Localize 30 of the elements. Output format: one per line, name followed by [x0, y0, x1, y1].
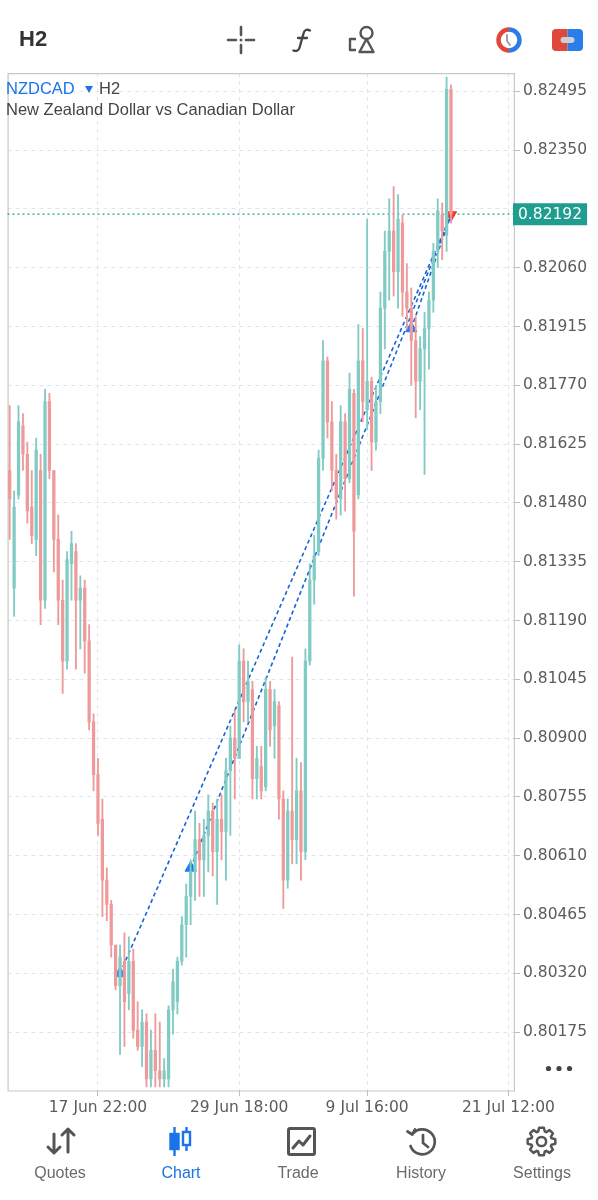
y-tick-label: 0.82495 [523, 81, 588, 100]
y-tick-label: 0.81480 [523, 492, 588, 511]
y-tick-label: 0.80320 [523, 963, 588, 982]
text: History [396, 1164, 446, 1182]
y-tick-label: 0.80465 [523, 904, 588, 923]
text: Trade [277, 1164, 319, 1182]
y-tick-label: 0.81045 [523, 669, 588, 688]
y-tick-label: 0.80175 [523, 1022, 588, 1041]
y-tick-label: 0.82060 [523, 257, 588, 276]
y-tick-label: 0.80610 [523, 845, 588, 864]
y-tick-label: 0.82350 [523, 140, 588, 159]
y-tick-label: 0.80755 [523, 786, 588, 805]
x-tick-label: 29 Jun 18:00 [189, 1098, 289, 1117]
text: New Zealand Dollar vs Canadian Dollar [6, 100, 295, 119]
annotation: H2 [99, 79, 121, 98]
text: Settings [513, 1164, 571, 1182]
x-tick-label: 21 Jul 12:00 [461, 1098, 555, 1117]
ref-line-label: 0.82192 [518, 205, 583, 224]
text: H2 [19, 26, 48, 52]
chart-title: NZDCAD [6, 79, 75, 98]
x-tick-label: 9 Jul 16:00 [325, 1098, 409, 1117]
y-tick-label: 0.80900 [523, 728, 588, 747]
text: Quotes [34, 1164, 86, 1182]
y-tick-label: 0.81915 [523, 316, 588, 335]
x-tick-label: 17 Jun 22:00 [48, 1098, 148, 1117]
y-tick-label: 0.81625 [523, 434, 588, 453]
text: Chart [161, 1164, 201, 1182]
y-tick-label: 0.81770 [523, 375, 588, 394]
y-tick-label: 0.81335 [523, 551, 588, 570]
y-tick-label: 0.81190 [523, 610, 588, 629]
